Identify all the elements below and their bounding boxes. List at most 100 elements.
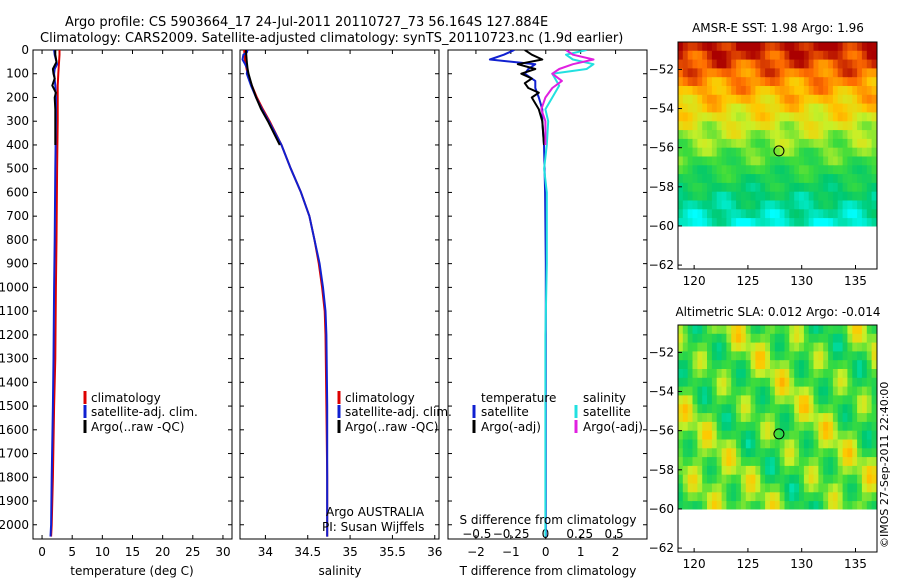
heatmap-cell (861, 430, 868, 441)
map-ytick-label: −54 (649, 102, 674, 116)
heatmap-cell (726, 209, 732, 219)
heatmap-cell (760, 369, 766, 379)
heatmap-cell (799, 103, 805, 113)
heatmap-cell (731, 59, 737, 69)
heatmap-cell (828, 165, 834, 175)
heatmap-cell (871, 68, 877, 78)
heatmap-cell (702, 360, 708, 370)
heatmap-cell (837, 342, 844, 352)
heatmap-cell (760, 112, 766, 122)
heatmap-cell (716, 121, 723, 131)
heatmap-cell (770, 77, 776, 87)
heatmap-cell (818, 191, 824, 202)
heatmap-cell (871, 369, 877, 379)
heatmap-cell (707, 209, 713, 219)
heatmap-cell (682, 448, 689, 458)
heatmap-cell (866, 351, 873, 361)
heatmap-cell (731, 94, 737, 105)
heatmap-cell (832, 209, 839, 219)
heatmap-cell (847, 94, 853, 105)
heatmap-cell (740, 121, 747, 131)
heatmap-cell (837, 94, 844, 105)
heatmap-cell (842, 501, 848, 510)
heatmap-cell (823, 103, 829, 113)
heatmap-cell (784, 377, 790, 388)
heatmap-cell (745, 59, 752, 69)
heatmap-cell (707, 360, 713, 370)
heatmap-cell (740, 351, 747, 361)
heatmap-cell (808, 325, 815, 335)
heatmap-cell (687, 413, 694, 423)
heatmap-cell (799, 130, 805, 140)
heatmap-cell (702, 492, 708, 502)
heatmap-cell (861, 103, 868, 113)
heatmap-cell (779, 483, 786, 493)
heatmap-cell (711, 59, 718, 69)
series-satellite-adj-clim- (241, 50, 329, 537)
heatmap-cell (702, 465, 708, 476)
heatmap-cell (692, 50, 698, 61)
heatmap-cell (823, 191, 829, 202)
heatmap-cell (832, 351, 839, 361)
heatmap-cell (818, 369, 824, 379)
heatmap-cell (726, 333, 732, 344)
heatmap-cell (832, 50, 839, 61)
heatmap-cell (794, 68, 800, 78)
heatmap-cell (702, 182, 708, 193)
heatmap-cell (784, 474, 790, 485)
heatmap-cell (823, 156, 829, 166)
heatmap-cell (871, 200, 877, 210)
heatmap-cell (852, 103, 858, 113)
heatmap-cell (808, 191, 815, 202)
heatmap-cell (847, 59, 853, 69)
heatmap-cell (784, 42, 790, 52)
heatmap-cell (837, 218, 844, 227)
heatmap-cell (765, 156, 771, 166)
heatmap-cell (871, 333, 877, 344)
heatmap-cell (789, 360, 795, 370)
heatmap-cell (794, 439, 800, 449)
heatmap-cell (857, 404, 863, 414)
heatmap-cell (736, 483, 742, 493)
heatmap-cell (784, 386, 790, 396)
heatmap-cell (861, 68, 868, 78)
heatmap-cell (813, 103, 819, 113)
heatmap-cell (721, 42, 727, 52)
heatmap-cell (745, 50, 752, 61)
heatmap-cell (740, 501, 747, 510)
heatmap-cell (857, 474, 863, 485)
heatmap-cell (697, 147, 703, 158)
heatmap-cell (789, 439, 795, 449)
heatmap-cell (740, 209, 747, 219)
heatmap-cell (857, 395, 863, 405)
heatmap-cell (765, 200, 771, 210)
heatmap-cell (721, 377, 727, 388)
heatmap-cell (842, 465, 848, 476)
heatmap-cell (726, 68, 732, 78)
heatmap-cell (750, 492, 756, 502)
temperature-xtick-label: 0 (38, 545, 46, 559)
heatmap-cell (866, 191, 873, 202)
heatmap-cell (823, 386, 829, 396)
heatmap-cell (852, 439, 858, 449)
heatmap-cell (852, 218, 858, 227)
heatmap-cell (760, 156, 766, 166)
heatmap-cell (707, 501, 713, 510)
heatmap-cell (789, 42, 795, 52)
heatmap-cell (832, 483, 839, 493)
heatmap-cell (711, 94, 718, 105)
heatmap-cell (721, 439, 727, 449)
heatmap-cell (731, 421, 737, 432)
heatmap-cell (784, 369, 790, 379)
heatmap-cell (823, 165, 829, 175)
heatmap-cell (736, 130, 742, 140)
heatmap-cell (707, 430, 713, 441)
heatmap-cell (852, 165, 858, 175)
heatmap-cell (813, 465, 819, 476)
heatmap-cell (716, 377, 723, 388)
heatmap-cell (861, 395, 868, 405)
heatmap-cell (678, 325, 684, 335)
heatmap-cell (711, 492, 718, 502)
heatmap-cell (755, 333, 761, 344)
heatmap-cell (760, 200, 766, 210)
